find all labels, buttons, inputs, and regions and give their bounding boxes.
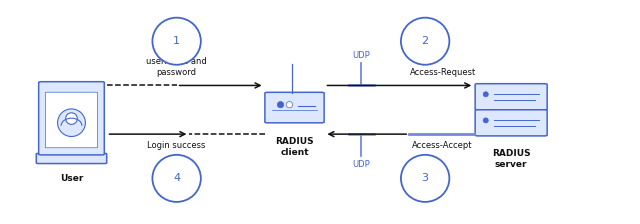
Text: 1: 1 [173,36,180,46]
FancyBboxPatch shape [38,82,104,155]
Text: RADIUS
server: RADIUS server [492,149,531,169]
Text: Login success: Login success [147,141,206,150]
Text: username and
password: username and password [147,57,207,77]
Ellipse shape [277,101,284,108]
FancyBboxPatch shape [475,110,547,136]
Text: Access-Request: Access-Request [410,68,476,77]
Ellipse shape [66,113,77,124]
Ellipse shape [58,109,85,136]
Text: Access-Accept: Access-Accept [412,141,473,150]
Text: UDP: UDP [353,159,371,169]
FancyBboxPatch shape [475,84,547,110]
Ellipse shape [286,101,292,108]
Text: RADIUS
client: RADIUS client [275,138,314,157]
Text: 2: 2 [422,36,429,46]
Ellipse shape [401,155,449,202]
Text: 3: 3 [422,173,429,183]
FancyBboxPatch shape [36,153,107,164]
Ellipse shape [401,18,449,65]
Ellipse shape [483,118,488,123]
Text: 4: 4 [173,173,180,183]
FancyBboxPatch shape [265,92,324,123]
Ellipse shape [483,92,488,97]
Ellipse shape [152,18,201,65]
Text: User: User [60,174,83,183]
Text: UDP: UDP [353,51,371,60]
FancyBboxPatch shape [45,92,97,148]
Ellipse shape [152,155,201,202]
